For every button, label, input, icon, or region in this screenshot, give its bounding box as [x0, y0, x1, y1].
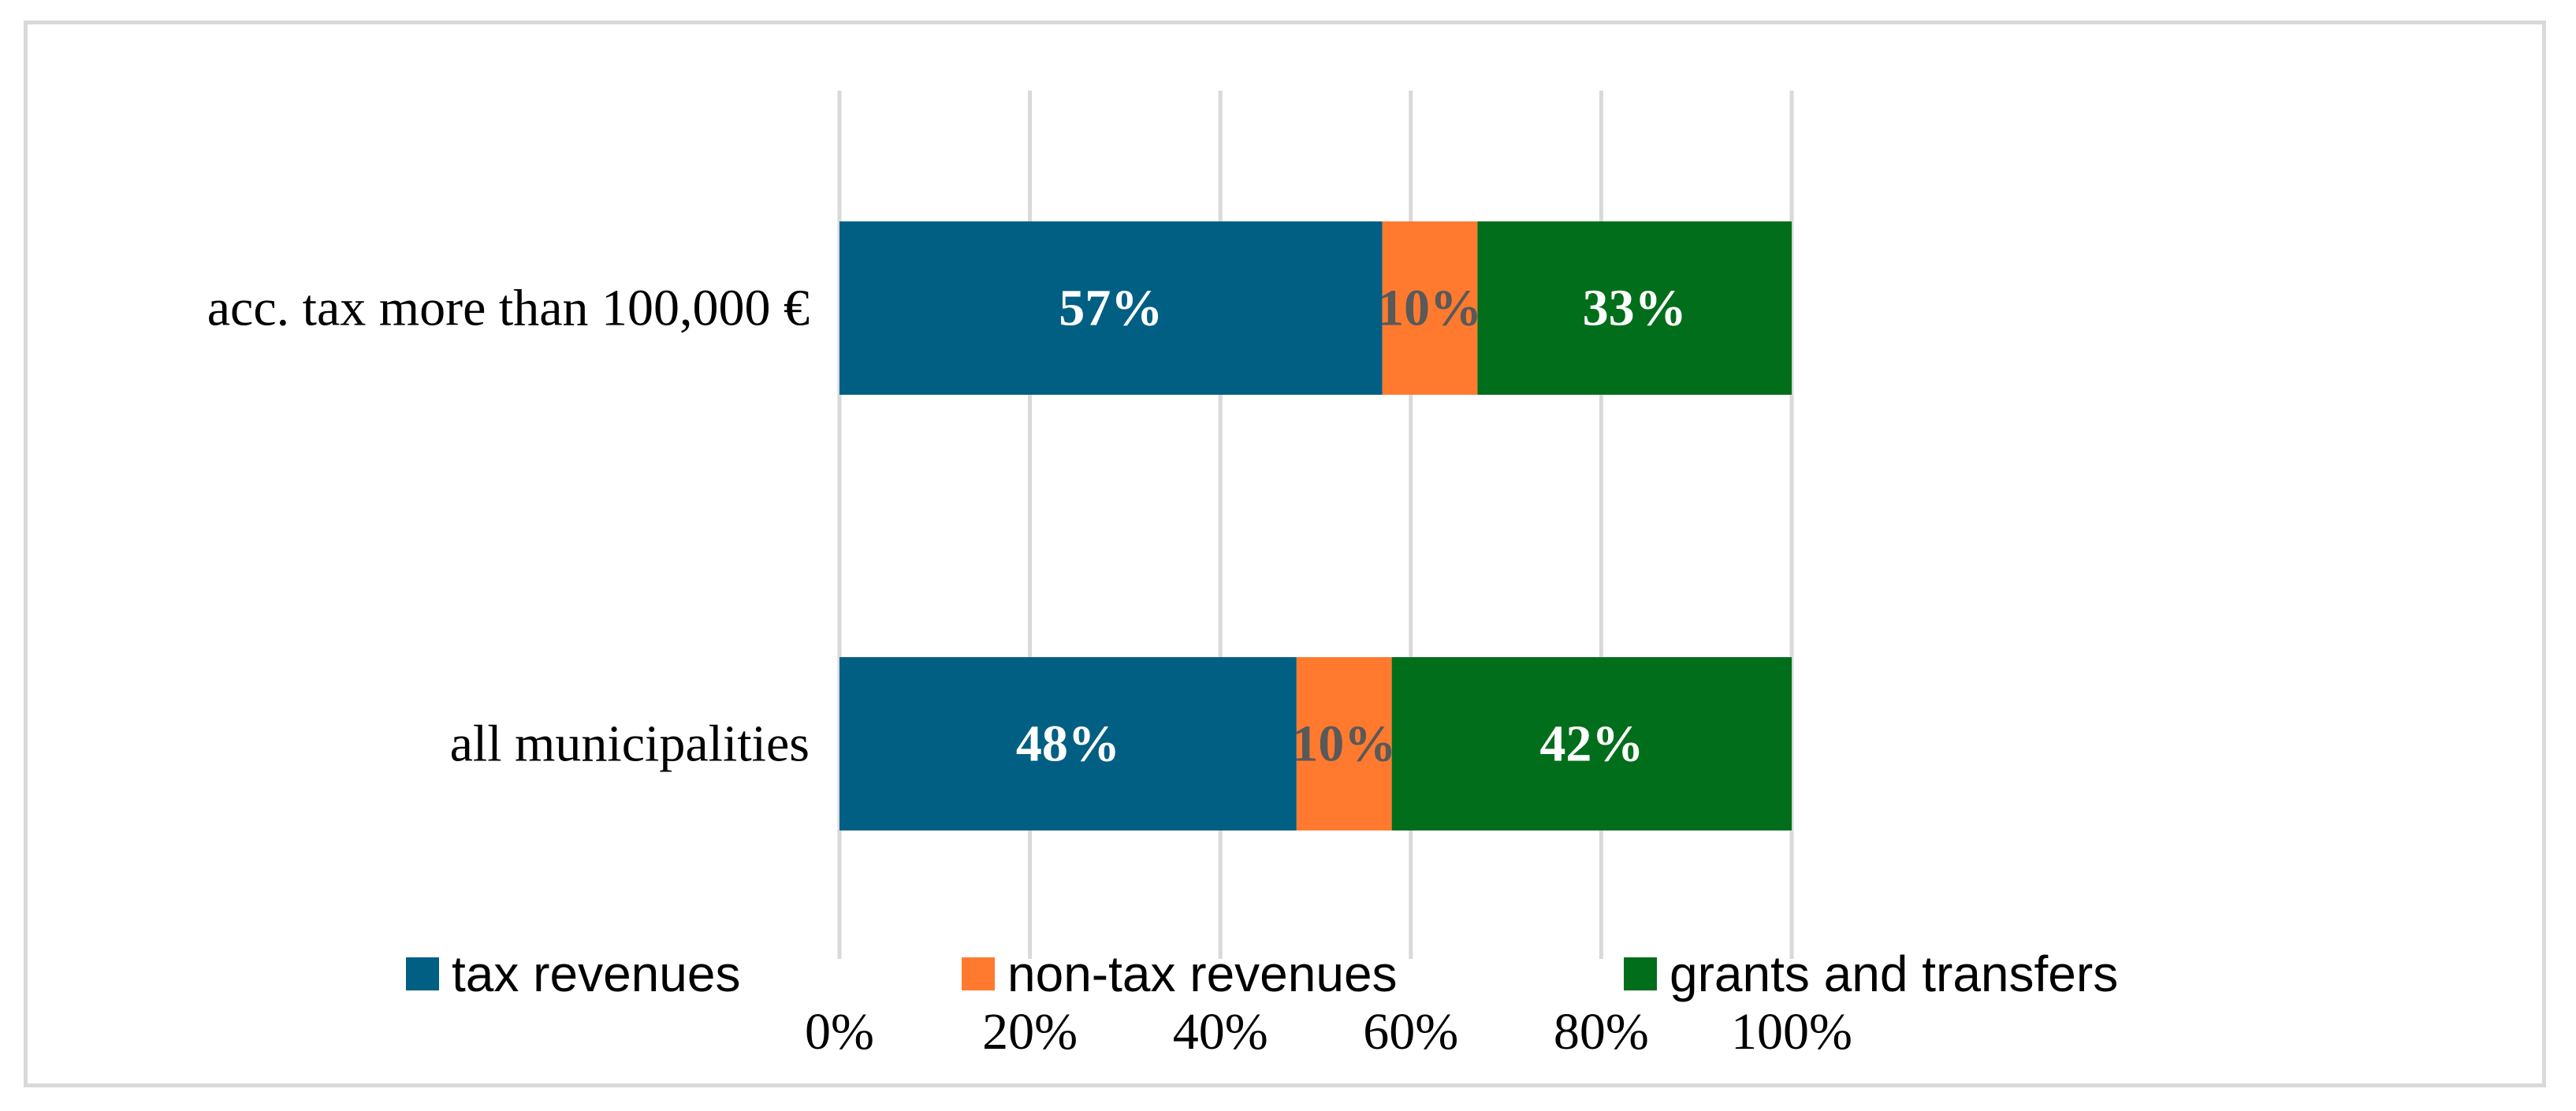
chart: acc. tax more than 100,000 € all municipa…	[207, 91, 2118, 1061]
x-tick-label-20: 20%	[982, 1003, 1078, 1061]
bar-tax-revenues-acc-tax-more-than-100-000	[839, 221, 1383, 395]
bar-non-tax-revenues-all-municipalities	[1296, 657, 1392, 830]
legend-swatch-tax-revenues	[406, 957, 439, 990]
category-labels: acc. tax more than 100,000 € all municipa…	[207, 280, 810, 773]
legend-swatch-non-tax-revenues	[962, 957, 995, 990]
legend-label-tax-revenues: tax revenues	[452, 946, 740, 1002]
x-tick-label-40: 40%	[1173, 1003, 1268, 1061]
bars	[839, 221, 1792, 830]
x-tick-label-100: 100%	[1731, 1003, 1852, 1061]
data-label-non-tax-revenues-all-municipalities: 10%	[1292, 715, 1396, 773]
bar-non-tax-revenues-acc-tax-more-than-100-000	[1382, 221, 1478, 395]
data-labels: 57% 10% 33% 48% 10% 42%	[1016, 280, 1687, 773]
x-tick-label-80: 80%	[1554, 1003, 1649, 1061]
data-label-grants-and-transfers-all-municipalities: 42%	[1539, 715, 1644, 773]
chart-frame: acc. tax more than 100,000 € all municipa…	[24, 20, 2546, 1087]
legend-swatch-grants-and-transfers	[1624, 957, 1657, 990]
x-tick-label-0: 0%	[805, 1003, 874, 1061]
bar-grants-and-transfers-all-municipalities	[1391, 657, 1792, 830]
bar-grants-and-transfers-acc-tax-more-than-100-000	[1477, 221, 1792, 395]
category-label-all-municipalities: all municipalities	[450, 715, 810, 773]
x-tick-label-60: 60%	[1363, 1003, 1458, 1061]
data-label-grants-and-transfers-acc-tax-more-than-100-000: 33%	[1583, 280, 1687, 337]
legend-label-non-tax-revenues: non-tax revenues	[1007, 946, 1398, 1002]
legend-label-grants-and-transfers: grants and transfers	[1670, 946, 2118, 1002]
legend: tax revenues non-tax revenues grants and t…	[406, 946, 2118, 1002]
bar-tax-revenues-all-municipalities	[839, 657, 1297, 830]
data-label-tax-revenues-all-municipalities: 48%	[1016, 715, 1120, 773]
category-label-acc-tax-more-than-100-000: acc. tax more than 100,000 €	[207, 280, 810, 337]
data-label-non-tax-revenues-acc-tax-more-than-100-000: 10%	[1378, 280, 1482, 337]
x-axis-tick-labels: 0% 20% 40% 60% 80% 100%	[805, 1003, 1852, 1061]
data-label-tax-revenues-acc-tax-more-than-100-000: 57%	[1059, 280, 1163, 337]
